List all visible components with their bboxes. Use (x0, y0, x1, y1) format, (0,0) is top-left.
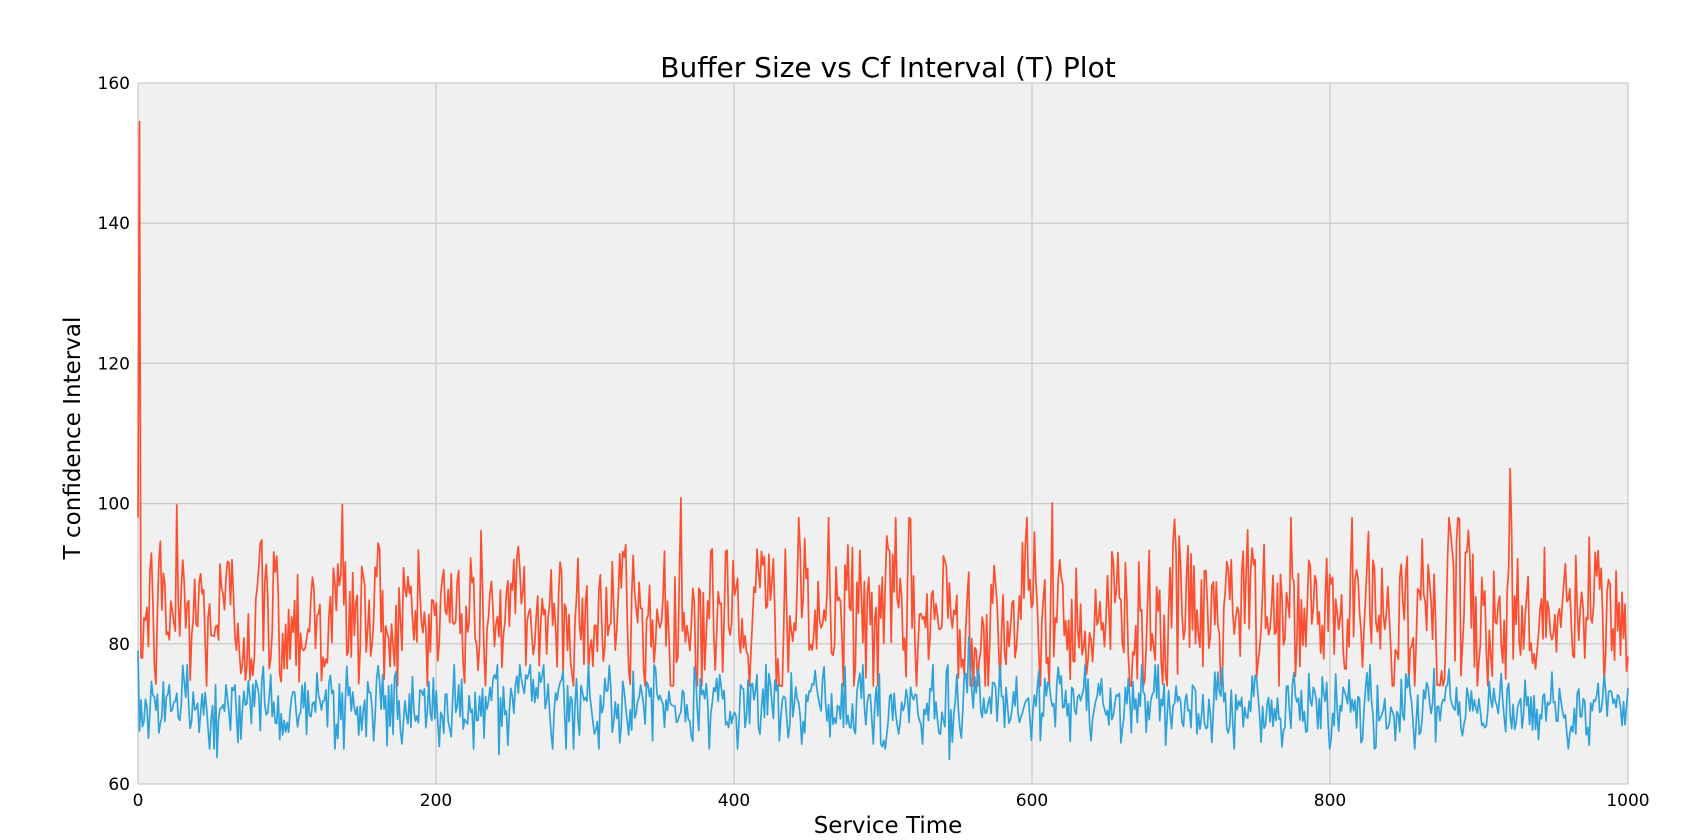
y-tick-label: 60 (108, 775, 130, 795)
y-tick-label: 120 (98, 354, 130, 374)
series-line-1 (137, 120, 1629, 687)
series-line-2 (137, 635, 1629, 761)
gridlines (137, 82, 1629, 785)
y-tick-label: 140 (98, 214, 130, 234)
y-axis-label: T confidence Interval (60, 317, 86, 561)
y-tick-label: 100 (98, 495, 130, 515)
chart-title: Buffer Size vs Cf Interval (T) Plot (660, 51, 1115, 84)
y-axis-ticks: 60 80 100 120 140 160 (98, 74, 130, 795)
x-axis-label: Service Time (814, 813, 963, 839)
x-axis-ticks: 0 200 400 600 800 1000 (133, 791, 1650, 811)
x-tick-label: 0 (133, 791, 144, 811)
y-tick-label: 160 (98, 74, 130, 94)
x-tick-label: 400 (718, 791, 750, 811)
y-tick-label: 80 (108, 635, 130, 655)
x-tick-label: 800 (1314, 791, 1346, 811)
plot-area (138, 83, 1628, 784)
series-lines (137, 120, 1629, 761)
x-tick-label: 600 (1016, 791, 1048, 811)
x-tick-label: 200 (420, 791, 452, 811)
x-tick-label: 1000 (1606, 791, 1649, 811)
